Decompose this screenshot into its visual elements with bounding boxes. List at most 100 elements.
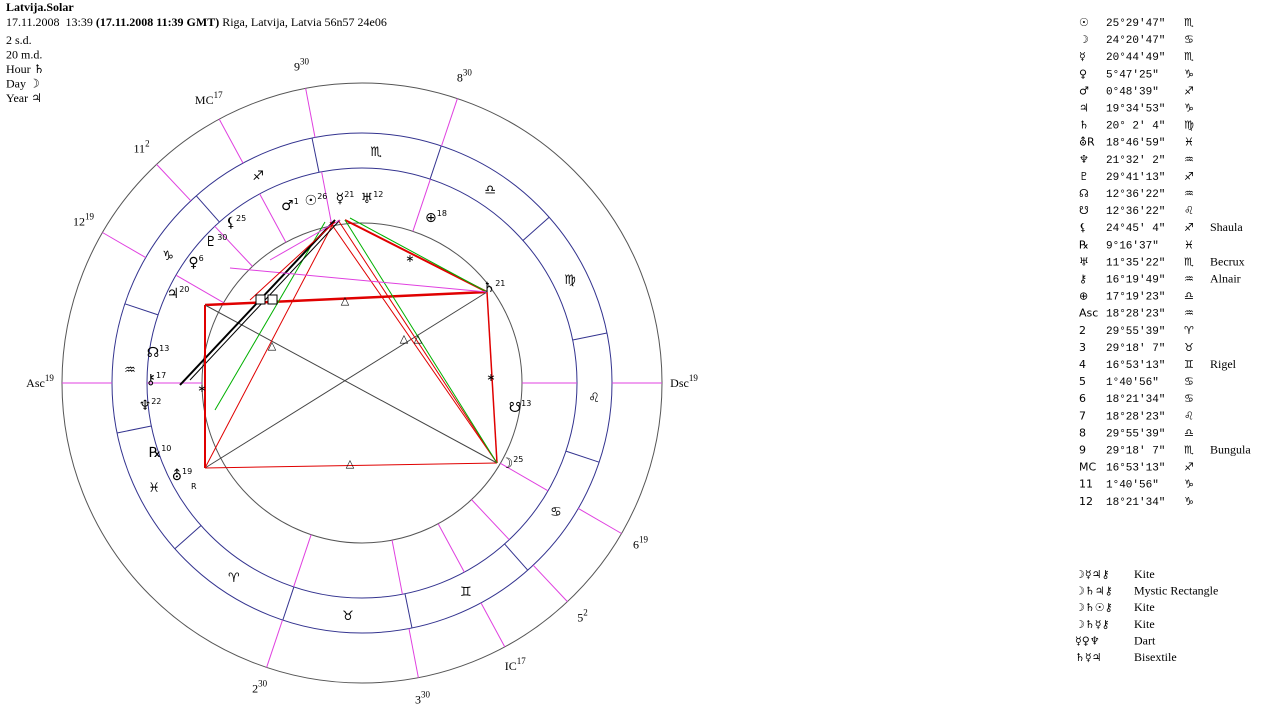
pos-glyph: ♅	[1079, 255, 1089, 268]
house-label: Asc19	[26, 373, 54, 390]
aspect-symbol: △	[268, 339, 277, 352]
house-label: 619	[633, 535, 649, 552]
aspect-symbol: ∗	[486, 371, 495, 384]
aspect-line	[344, 219, 488, 293]
pos-glyph: 7	[1079, 409, 1086, 422]
house-cusp	[305, 88, 316, 138]
pos-star: Alnair	[1210, 272, 1241, 286]
planet-degree: 26	[317, 192, 327, 201]
house-label: 830	[457, 68, 473, 85]
planet-glyph: ⊕	[425, 210, 437, 226]
house-name: Asc	[26, 376, 45, 390]
date-line: 17.11.2008 13:39 (17.11.2008 11:39 GMT) …	[6, 15, 387, 29]
house-degree: 19	[45, 373, 55, 383]
pos-star: Rigel	[1210, 357, 1237, 371]
house-degree: 17	[214, 90, 224, 100]
pos-value: 18°21'34"	[1106, 497, 1165, 509]
aspect-line	[229, 267, 488, 293]
pos-sign: ♎	[1184, 290, 1194, 303]
pattern-glyphs: ☽♄♃⚷	[1075, 585, 1113, 598]
pos-sign: ♏	[1184, 16, 1194, 29]
house-name: 3	[415, 692, 421, 706]
sign-divider	[522, 216, 550, 241]
house-degree: 2	[145, 138, 150, 148]
pos-sign: ♐	[1184, 84, 1194, 97]
house-cusp	[156, 164, 192, 202]
aspect-line	[214, 221, 326, 411]
house-cusp	[408, 628, 419, 678]
house-degree: 30	[463, 68, 473, 78]
pos-sign: ♐	[1184, 170, 1194, 183]
pos-value: 19°34'53"	[1106, 104, 1165, 116]
sign-glyph: ♍	[564, 273, 576, 288]
sign-divider	[572, 332, 608, 341]
pos-value: 16°53'13"	[1106, 360, 1165, 372]
pos-value: 18°46'59"	[1106, 138, 1165, 150]
pos-value: 12°36'22"	[1106, 206, 1165, 218]
pos-sign: ♊	[1184, 358, 1194, 371]
pos-sign: ♏	[1184, 255, 1194, 268]
pos-sign: ♐	[1184, 221, 1194, 234]
planet: ⛢19	[172, 467, 192, 484]
pos-value: 1°40'56"	[1106, 480, 1159, 492]
pos-glyph: 8	[1079, 426, 1086, 439]
pos-value: 1°40'56"	[1106, 377, 1159, 389]
house-label: IC17	[505, 656, 527, 673]
house-cusp	[266, 619, 283, 668]
aspect-line	[204, 304, 498, 464]
pos-sign: ♋	[1184, 392, 1194, 405]
planet-glyph: ♇	[205, 234, 218, 250]
pos-sign: ♑	[1184, 67, 1194, 80]
house-name: 12	[73, 214, 85, 228]
planet: ⚷17	[146, 371, 166, 388]
aspect-line	[204, 219, 336, 469]
pos-glyph: ♇	[1079, 170, 1089, 183]
planet-degree: 13	[521, 399, 531, 408]
planet-degree: 6	[199, 254, 204, 263]
aspect-line	[249, 221, 336, 301]
aspect-symbol: △	[414, 332, 423, 345]
square-mark	[267, 294, 278, 305]
house-cusp	[102, 232, 146, 259]
planet-glyph: ♃	[167, 286, 180, 302]
sign-divider	[565, 450, 600, 463]
house-name: MC	[195, 93, 214, 107]
house-degree: 17	[517, 656, 527, 666]
planet-degree: 22	[151, 397, 161, 406]
pos-glyph: ☊	[1079, 187, 1089, 200]
sign-glyph: ♎	[484, 183, 496, 198]
pos-sign: ♍	[1184, 119, 1194, 132]
aspect-symbol: △	[400, 332, 409, 345]
pos-sign: ♓	[1184, 238, 1194, 251]
pos-sign: ♉	[1184, 341, 1194, 354]
planet: ☋13	[509, 399, 532, 416]
pos-value: 20°44'49"	[1106, 52, 1165, 64]
planet: ♅12	[361, 190, 384, 207]
pos-value: 5°47'25"	[1106, 69, 1159, 81]
planet: ♆22	[139, 397, 162, 414]
aspect-symbol: △	[341, 294, 350, 307]
aspect-line	[486, 291, 498, 464]
house-cusp	[532, 564, 568, 602]
sign-divider	[116, 425, 152, 434]
house-cusp	[480, 602, 506, 648]
pos-value: 25°29'47"	[1106, 18, 1165, 30]
pos-value: 29°55'39"	[1106, 326, 1165, 338]
planet-degree: 25	[513, 455, 523, 464]
pattern-glyphs: ☿♀♆	[1075, 634, 1100, 647]
house-cusp	[412, 178, 431, 232]
planet-glyph: ♀	[188, 255, 198, 271]
sign-divider	[282, 586, 295, 621]
house-cusp	[293, 534, 312, 588]
pos-value: 9°16'37"	[1106, 240, 1159, 252]
planet-glyph: ♆	[139, 398, 152, 414]
house-degree: 30	[300, 57, 310, 67]
pos-glyph: 9	[1079, 444, 1086, 457]
pos-value: 11°35'22"	[1106, 257, 1165, 269]
planet: ♃20	[167, 285, 190, 302]
pos-value: 16°53'13"	[1106, 463, 1165, 475]
zodiac-inner	[146, 167, 578, 599]
pos-star: Becrux	[1210, 254, 1245, 268]
sign-glyph: ♉	[342, 609, 354, 624]
aspect-line	[204, 290, 488, 307]
